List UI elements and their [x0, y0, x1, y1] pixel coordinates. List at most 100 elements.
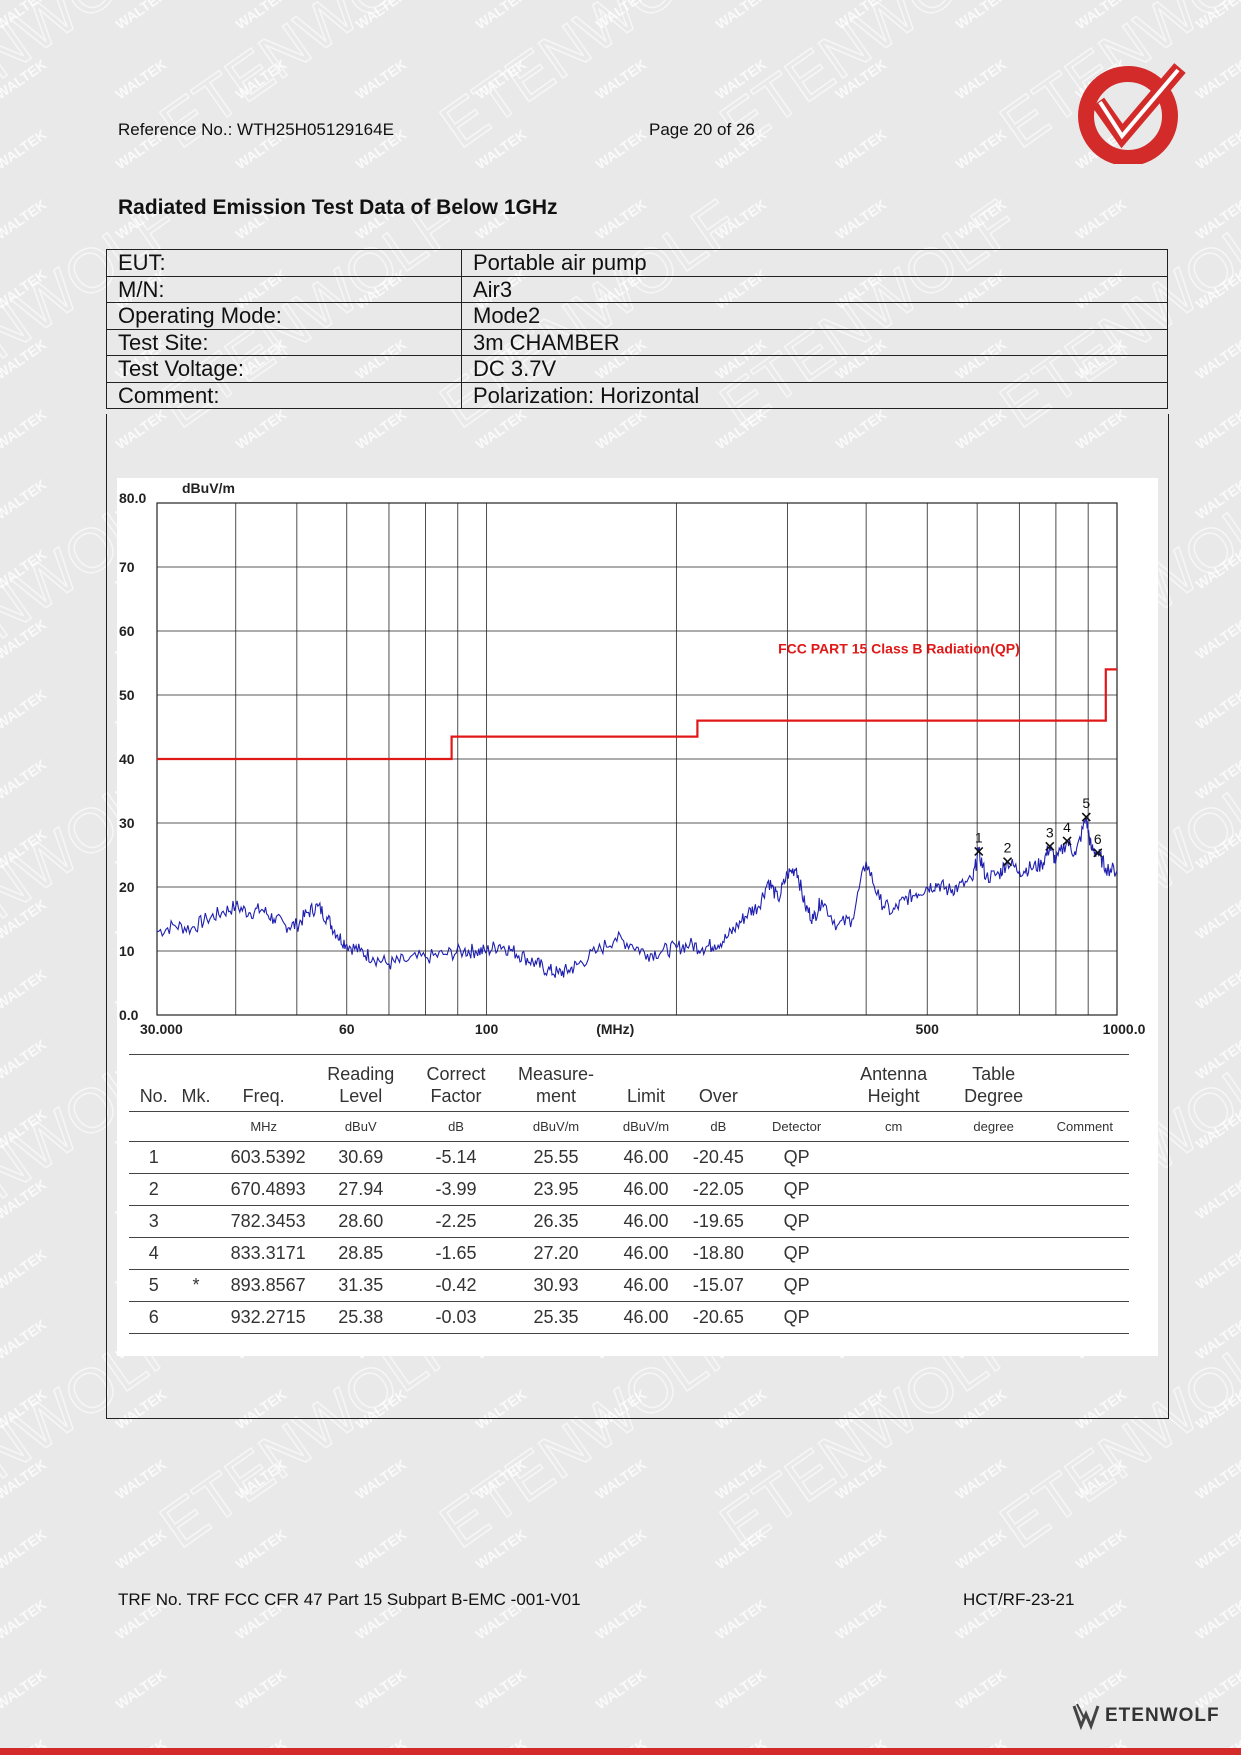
- brand-name: ETENWOLF: [1105, 1705, 1220, 1726]
- table-cell: [1040, 1173, 1129, 1206]
- watermark-text: WALTEK: [473, 0, 530, 32]
- y-tick-label: 0.0: [119, 1007, 139, 1023]
- unit-label: dBuV/m: [607, 1111, 685, 1142]
- watermark-text: WALTEK: [113, 1666, 170, 1712]
- form-code: HCT/RF-23-21: [963, 1590, 1075, 1609]
- y-tick-label: 80.0: [119, 490, 146, 506]
- reference-number: Reference No.: WTH25H05129164E: [118, 120, 394, 139]
- x-tick-label: 30.000: [140, 1021, 183, 1037]
- watermark-text: WALTEK: [233, 1666, 290, 1712]
- watermark-text: WALTEK: [0, 1176, 49, 1222]
- table-row: 3 782.3453 28.60 -2.25 26.35 46.00 -19.65 QP: [129, 1205, 1129, 1238]
- watermark-text: WALTEK: [1193, 196, 1241, 242]
- table-cell: 833.3171: [213, 1237, 314, 1270]
- watermark-text: WALTEK: [473, 56, 530, 102]
- table-cell: -15.07: [684, 1269, 753, 1302]
- watermark-text: WALTEK: [593, 0, 650, 32]
- watermark-text: WALTEK: [0, 126, 49, 172]
- watermark-text: WALTEK: [353, 0, 410, 32]
- watermark-text: WALTEK: [1193, 56, 1241, 102]
- unit-label: dBuV/m: [504, 1111, 608, 1142]
- table-cell: [840, 1205, 947, 1238]
- x-tick-label: 1000.0: [1103, 1021, 1146, 1037]
- watermark-text: WALTEK: [0, 406, 49, 452]
- table-cell: 23.95: [504, 1173, 608, 1206]
- unit-label: [129, 1111, 179, 1142]
- table-cell: [178, 1205, 214, 1238]
- watermark-text: WALTEK: [833, 0, 890, 32]
- watermark-text: WALTEK: [833, 1596, 890, 1642]
- watermark-text: WALTEK: [1193, 0, 1241, 32]
- watermark-text: WALTEK: [0, 966, 49, 1012]
- watermark-text: WALTEK: [1193, 266, 1241, 312]
- watermark-text: WALTEK: [713, 56, 770, 102]
- table-cell: [1040, 1237, 1129, 1270]
- watermark-text: WALTEK: [953, 126, 1010, 172]
- marker-x: [1062, 836, 1072, 846]
- watermark-text: WALTEK: [953, 1666, 1010, 1712]
- watermark-text: WALTEK: [0, 1526, 49, 1572]
- info-row: Test Voltage: DC 3.7V: [106, 355, 1168, 383]
- table-cell: 25.35: [504, 1301, 608, 1334]
- table-cell: 3: [129, 1205, 179, 1238]
- table-cell: [946, 1301, 1041, 1334]
- watermark-text: WALTEK: [1193, 1526, 1241, 1572]
- unit-label: cm: [840, 1111, 947, 1142]
- unit-label: dBuV: [313, 1111, 408, 1142]
- watermark-text: WALTEK: [1193, 966, 1241, 1012]
- table-cell: 25.38: [313, 1301, 408, 1334]
- watermark-text: WALTEK: [0, 616, 49, 662]
- watermark-text: WALTEK: [0, 0, 49, 32]
- marker-label: 1: [975, 829, 983, 845]
- watermark-text: WALTEK: [0, 56, 49, 102]
- watermark-text: WALTEK: [0, 336, 49, 382]
- table-cell: 46.00: [607, 1205, 685, 1238]
- watermark-text: WALTEK: [1193, 686, 1241, 732]
- watermark-text: WALTEK: [1193, 1596, 1241, 1642]
- watermark-text: WALTEK: [1193, 616, 1241, 662]
- watermark-text: WALTEK: [0, 896, 49, 942]
- info-row: Operating Mode: Mode2: [106, 302, 1168, 330]
- watermark-text: WALTEK: [1193, 1316, 1241, 1362]
- table-cell: 5: [129, 1269, 179, 1302]
- table-header: Freq.: [213, 1054, 314, 1112]
- table-cell: [946, 1173, 1041, 1206]
- watermark-text: WALTEK: [1193, 336, 1241, 382]
- table-cell: [946, 1237, 1041, 1270]
- watermark-text: WALTEK: [1193, 896, 1241, 942]
- watermark-text: WALTEK: [593, 56, 650, 102]
- watermark-text: WALTEK: [953, 0, 1010, 32]
- table-header: Antenna Height: [840, 1054, 947, 1112]
- table-cell: [946, 1205, 1041, 1238]
- table-cell: [1040, 1301, 1129, 1334]
- watermark-text: WALTEK: [233, 1456, 290, 1502]
- table-cell: [946, 1141, 1041, 1174]
- table-cell: [840, 1141, 947, 1174]
- watermark-text: WALTEK: [1193, 1386, 1241, 1432]
- watermark-text: WALTEK: [1193, 1246, 1241, 1292]
- info-value: DC 3.7V: [461, 355, 1168, 383]
- watermark-text: WALTEK: [0, 266, 49, 312]
- y-axis-label: dBuV/m: [182, 480, 235, 496]
- info-label: Test Voltage:: [106, 355, 462, 383]
- info-label: Operating Mode:: [106, 302, 462, 330]
- table-cell: -0.42: [407, 1269, 505, 1302]
- unit-label: degree: [946, 1111, 1041, 1142]
- watermark-text: WALTEK: [473, 126, 530, 172]
- table-cell: 30.93: [504, 1269, 608, 1302]
- info-row: EUT: Portable air pump: [106, 249, 1168, 277]
- watermark-text: WALTEK: [353, 1456, 410, 1502]
- table-cell: -3.99: [407, 1173, 505, 1206]
- watermark-text: WALTEK: [713, 0, 770, 32]
- table-header: Over: [684, 1054, 753, 1112]
- table-cell: -1.65: [407, 1237, 505, 1270]
- table-header: Table Degree: [946, 1054, 1041, 1112]
- watermark-text: WALTEK: [353, 1526, 410, 1572]
- watermark-text: WALTEK: [713, 1526, 770, 1572]
- info-value: Mode2: [461, 302, 1168, 330]
- table-cell: -20.65: [684, 1301, 753, 1334]
- watermark-text: WALTEK: [593, 1526, 650, 1572]
- unit-label: dB: [684, 1111, 753, 1142]
- table-header: Correct Factor: [407, 1054, 505, 1112]
- y-tick-label: 40: [119, 751, 135, 767]
